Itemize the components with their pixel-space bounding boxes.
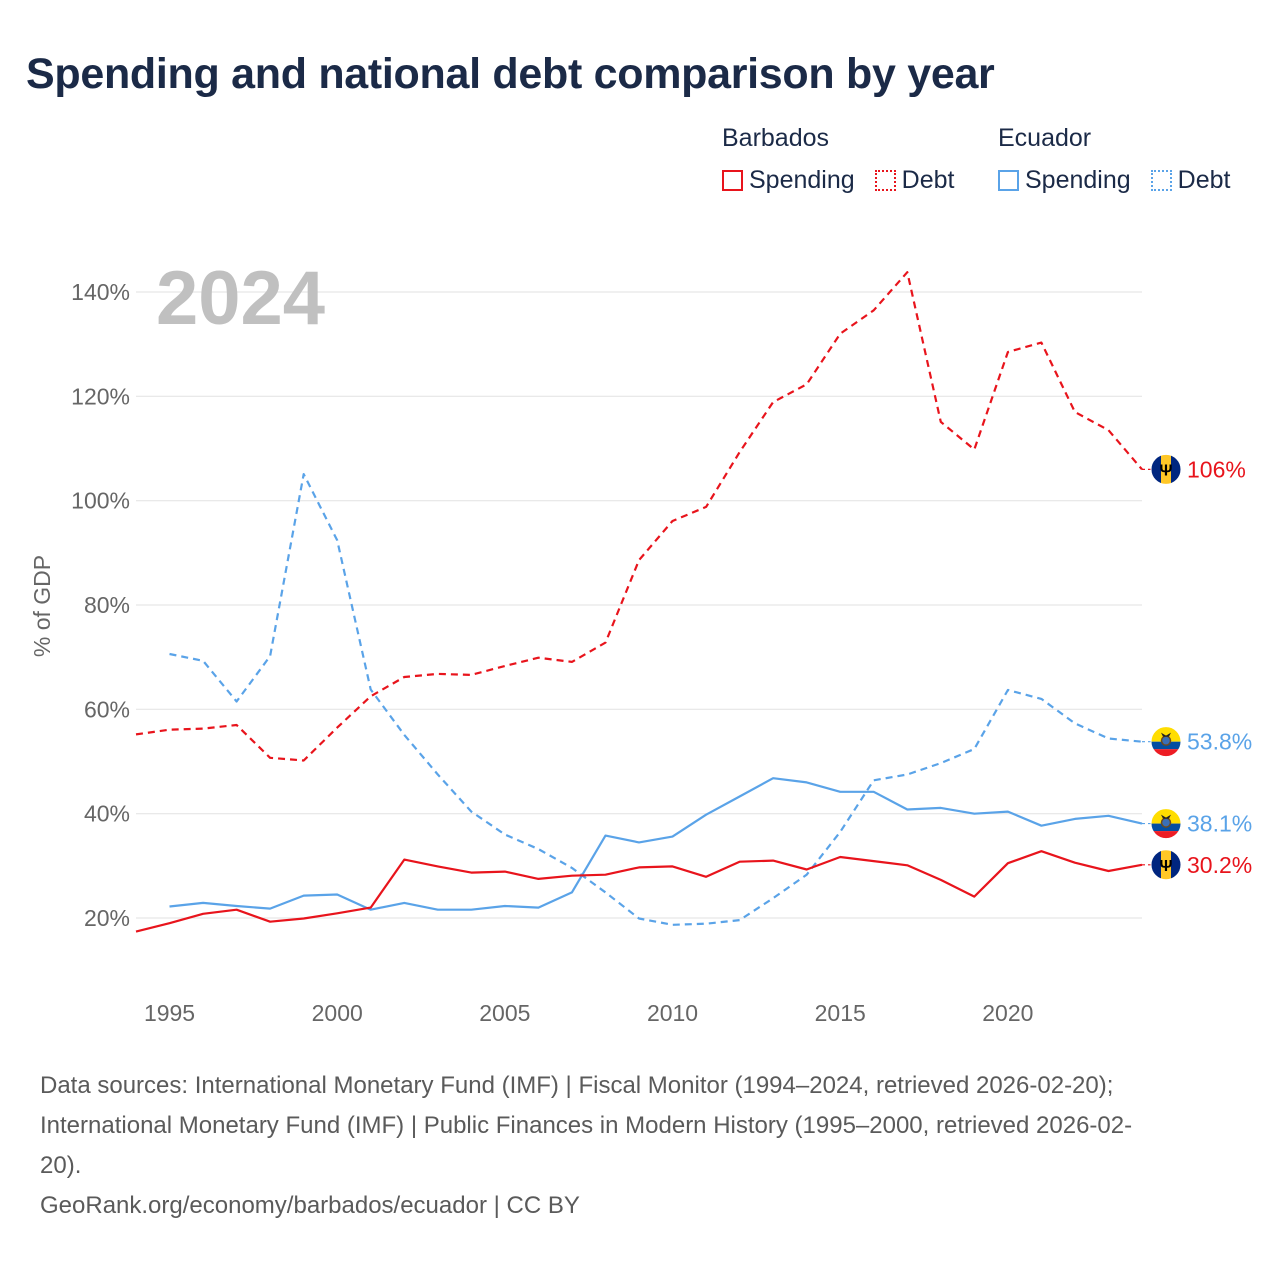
source-line: Data sources: International Monetary Fun… [40, 1072, 1114, 1099]
end-value-label: 38.1% [1187, 811, 1252, 837]
legend-swatch-solid-icon [722, 170, 743, 191]
chart-title: Spending and national debt comparison by… [26, 50, 995, 98]
y-tick-label: 120% [71, 383, 130, 409]
legend-label: Spending [749, 166, 855, 194]
trident-icon: Ψ [1160, 462, 1173, 479]
barbados-flag-icon: Ψ [1150, 453, 1182, 485]
legend-label: Spending [1025, 166, 1131, 194]
y-tick-label: 60% [84, 696, 130, 722]
legend-label: Debt [1177, 166, 1231, 194]
legend-group-name: Ecuador [998, 124, 1092, 152]
legend-group-name: Barbados [722, 124, 830, 152]
gridlines [136, 291, 1142, 919]
x-tick-label: 2005 [479, 1000, 530, 1026]
credit-link[interactable]: GeoRank.org/economy/barbados/ecuador | C… [40, 1192, 580, 1219]
barbados-flag-icon: Ψ [1150, 849, 1182, 881]
coat-of-arms-icon [1160, 735, 1172, 746]
end-value-label: 30.2% [1187, 852, 1252, 878]
line-chart: 2024 20% 40% 60% 80% 100% 120% 140% 1995 2000 20… [29, 256, 1252, 1026]
legend-group-ecuador: Ecuador Spending Debt [998, 124, 1244, 195]
legend-label: Debt [901, 166, 955, 194]
y-tick-label: 40% [84, 801, 130, 827]
source-notes: Data sources: International Monetary Fun… [40, 1066, 1240, 1226]
x-tick-label: 2000 [312, 1000, 363, 1026]
coat-of-arms-icon [1160, 817, 1172, 828]
condor-icon [1161, 814, 1171, 819]
barbados-spending-line [135, 850, 1143, 933]
source-line: International Monetary Fund (IMF) | Publ… [40, 1112, 1133, 1139]
legend-item-barbados-spending[interactable]: Spending [722, 166, 855, 195]
y-tick-label: 80% [84, 592, 130, 618]
barbados-debt-line [135, 271, 1143, 762]
end-value-label: 53.8% [1187, 729, 1252, 755]
x-axis-ticks: 1995 2000 2005 2010 2015 2020 [144, 1000, 1034, 1026]
x-tick-label: 1995 [144, 1000, 195, 1026]
condor-icon [1161, 732, 1171, 737]
y-axis-ticks: 20% 40% 60% 80% 100% 120% 140% [71, 279, 130, 931]
x-tick-label: 2020 [982, 1000, 1033, 1026]
y-tick-label: 140% [71, 279, 130, 305]
end-value-label: 106% [1187, 456, 1246, 482]
legend-item-barbados-debt[interactable]: Debt [874, 166, 955, 195]
trident-icon: Ψ [1160, 858, 1173, 875]
ecuador-flag-icon [1150, 808, 1182, 840]
legend-swatch-dotted-icon [1150, 170, 1172, 191]
series-lines [135, 271, 1143, 933]
ecuador-spending-line [169, 777, 1143, 911]
ecuador-flag-icon [1150, 726, 1182, 758]
y-axis-label: % of GDP [29, 555, 55, 657]
legend-group-barbados: Barbados Spending Debt [722, 124, 968, 195]
current-year-label: 2024 [156, 256, 325, 341]
end-labels: Ψ 106% 53.8% 38.1% Ψ 30.2% [1142, 453, 1252, 881]
ecuador-debt-line [169, 473, 1143, 926]
x-tick-label: 2010 [647, 1000, 698, 1026]
legend-swatch-solid-icon [998, 170, 1019, 191]
y-tick-label: 20% [84, 905, 130, 931]
source-line: 20). [40, 1152, 82, 1179]
legend-item-ecuador-debt[interactable]: Debt [1150, 166, 1231, 195]
legend-swatch-dotted-icon [874, 170, 896, 191]
legend-item-ecuador-spending[interactable]: Spending [998, 166, 1131, 195]
y-tick-label: 100% [71, 488, 130, 514]
x-tick-label: 2015 [815, 1000, 866, 1026]
